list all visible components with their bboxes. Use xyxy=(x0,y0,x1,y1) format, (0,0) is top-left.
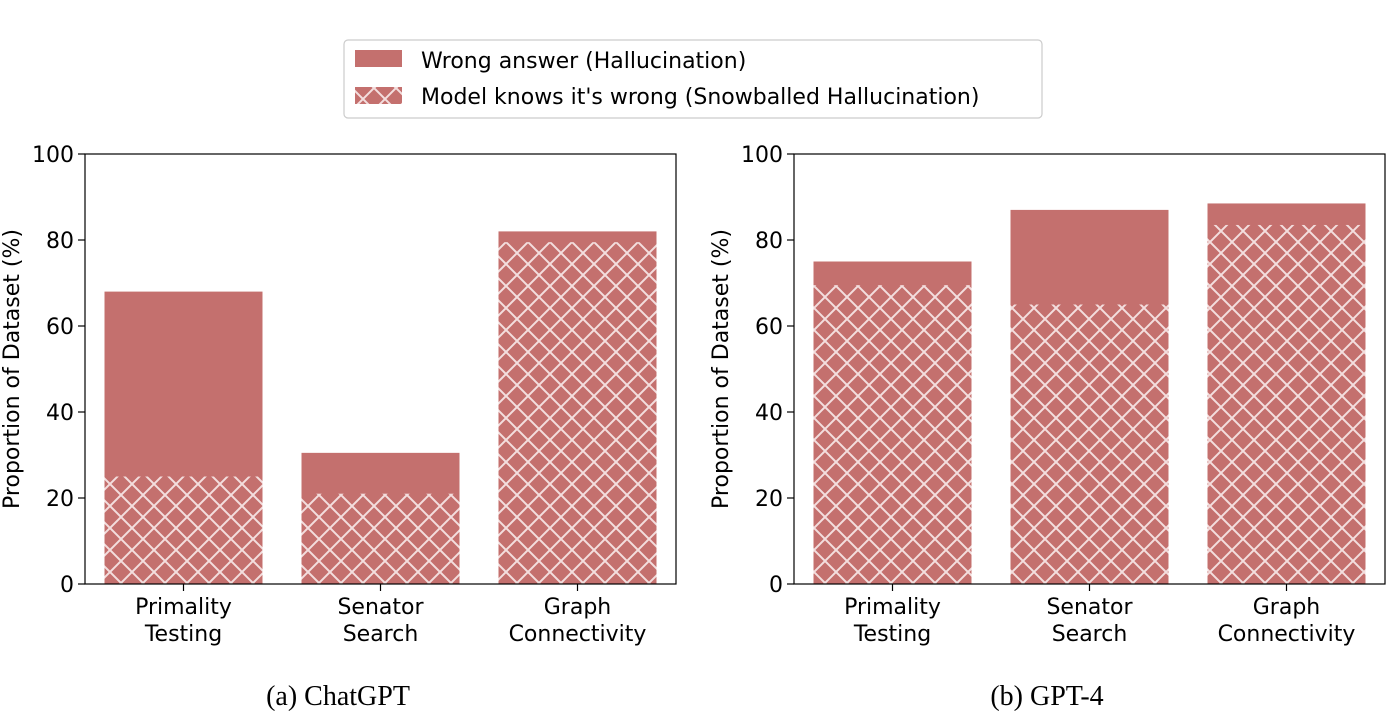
bar-snowballed-hatch xyxy=(813,285,972,584)
legend-label-solid: Wrong answer (Hallucination) xyxy=(421,49,746,74)
y-tick-label: 60 xyxy=(46,315,74,340)
panel-caption: (b) GPT-4 xyxy=(990,681,1103,711)
legend-frame xyxy=(343,39,1043,119)
x-tick-label: Testing xyxy=(144,622,222,647)
y-tick-label: 40 xyxy=(46,401,74,426)
y-tick-label: 100 xyxy=(741,143,783,168)
y-ticks: 0 20 40 60 80 100 xyxy=(32,143,85,598)
plot-frame xyxy=(84,153,677,585)
y-tick-label: 40 xyxy=(755,401,783,426)
bar-snowballed-hatch xyxy=(1010,304,1169,584)
bar-snowballed-hatch xyxy=(301,493,460,584)
x-tick-label: Senator xyxy=(1046,595,1133,620)
legend-label-hatched: Model knows it's wrong (Snowballed Hallu… xyxy=(421,85,979,110)
y-tick-label: 60 xyxy=(755,315,783,340)
legend: Wrong answer (Hallucination) Model knows… xyxy=(343,39,1043,119)
bar-snowballed-hatch xyxy=(1207,224,1366,584)
y-tick-label: 80 xyxy=(46,229,74,254)
x-tick-label: Search xyxy=(1052,622,1128,647)
y-axis-label: Proportion of Dataset (%) xyxy=(0,229,25,509)
x-tick-label: Connectivity xyxy=(1218,622,1356,647)
bars xyxy=(104,231,657,584)
x-tick-label: Primality xyxy=(844,595,941,620)
x-tick-label: Primality xyxy=(135,595,232,620)
panel-caption: (a) ChatGPT xyxy=(266,681,410,711)
x-tick-label: Senator xyxy=(337,595,424,620)
legend-swatch-hatched-overlay xyxy=(355,87,402,104)
y-ticks: 0 20 40 60 80 100 xyxy=(741,143,794,598)
y-tick-label: 20 xyxy=(46,487,74,512)
bars xyxy=(813,203,1366,584)
x-tick-label: Graph xyxy=(1253,595,1320,620)
x-tick-label: Search xyxy=(343,622,419,647)
y-tick-label: 100 xyxy=(32,143,74,168)
y-axis-label: Proportion of Dataset (%) xyxy=(709,229,734,509)
y-tick-label: 80 xyxy=(755,229,783,254)
x-tick-label: Connectivity xyxy=(509,622,647,647)
y-tick-label: 0 xyxy=(769,573,783,598)
legend-swatch-solid xyxy=(355,50,402,67)
bar-snowballed-hatch xyxy=(498,242,657,584)
plot-frame xyxy=(793,153,1386,585)
bar-snowballed-hatch xyxy=(104,476,263,584)
y-tick-label: 20 xyxy=(755,487,783,512)
x-tick-label: Testing xyxy=(853,622,931,647)
y-tick-label: 0 xyxy=(60,573,74,598)
x-tick-label: Graph xyxy=(544,595,611,620)
